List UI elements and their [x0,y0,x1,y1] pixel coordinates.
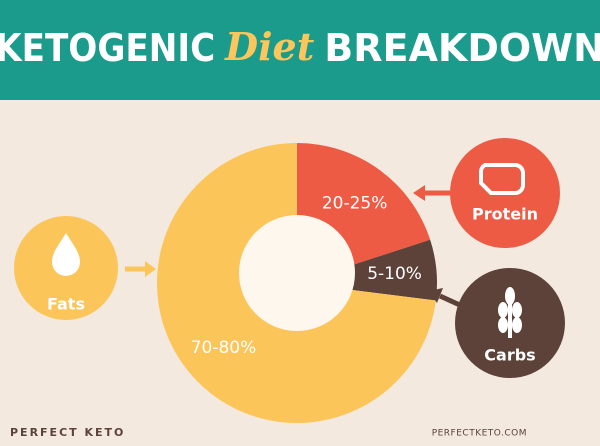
title-part: KETOGENIC [0,26,215,70]
category-label: Carbs [484,346,535,365]
title-part: Diet [224,24,315,69]
steak-icon [478,163,525,195]
value-label: 70-80% [191,338,257,358]
title-part: BREAKDOWN [324,26,600,70]
pie-hole [239,215,355,331]
header [0,0,600,100]
value-label: 20-25% [322,194,388,214]
wheat-icon [498,287,522,338]
drop-icon [52,233,80,276]
footer-brand: PERFECT KETO [10,426,125,439]
category-label: Protein [472,205,538,224]
category-label: Fats [47,295,85,314]
footer-url: PERFECTKETO.COM [432,429,527,439]
chart-title: KETOGENIC Diet BREAKDOWN [0,24,600,70]
arrows [125,185,464,309]
value-label: 5-10% [367,264,422,284]
